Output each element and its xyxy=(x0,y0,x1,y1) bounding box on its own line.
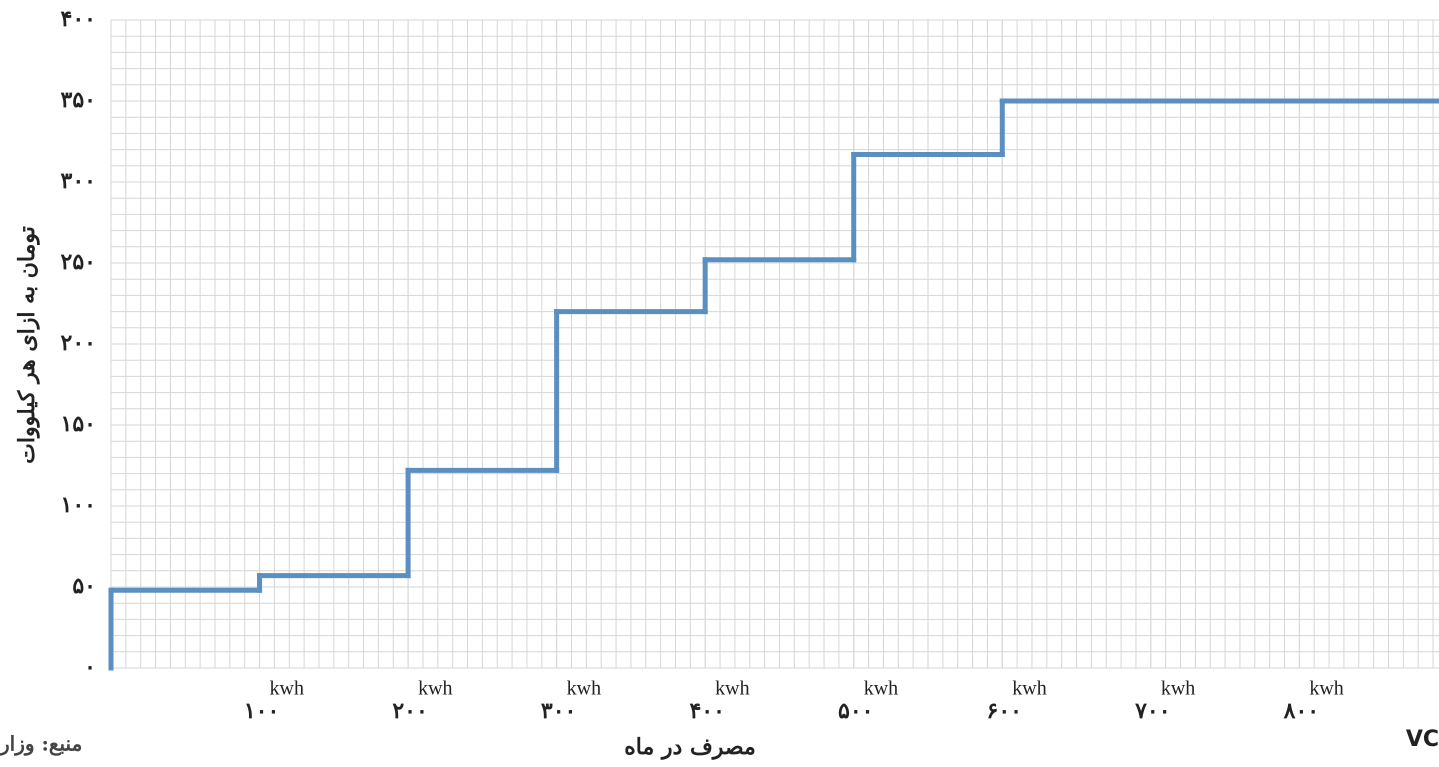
y-tick-label: ۳۰۰ xyxy=(61,168,96,194)
x-tick-unit: kwh xyxy=(715,678,749,700)
x-tick-label: ۷۰۰ xyxy=(1134,698,1170,724)
y-tick-label: ۳۵۰ xyxy=(61,87,96,113)
y-axis-label: تومان به ازای هر کیلووات xyxy=(14,226,40,464)
y-tick-label: ۲۰۰ xyxy=(61,330,96,356)
x-tick-unit: kwh xyxy=(270,678,304,700)
corner-text: VC xyxy=(1406,727,1439,752)
source-note: منبع: وزار xyxy=(0,732,82,757)
x-tick-label: ۶۰۰ xyxy=(987,698,1022,724)
y-tick-label: ۱۵۰ xyxy=(61,411,96,437)
x-tick-label: ۸۰۰ xyxy=(1283,698,1319,724)
y-tick-label: ۱۰۰ xyxy=(61,492,96,518)
y-tick-label: ۲۵۰ xyxy=(61,249,96,275)
y-tick-label: ۴۰۰ xyxy=(61,6,96,32)
y-tick-label: ۵۰ xyxy=(72,573,96,599)
y-tick-label: ۰ xyxy=(84,654,96,680)
x-tick-unit: kwh xyxy=(567,678,601,700)
grid xyxy=(110,19,1439,669)
x-tick-label: ۲۰۰ xyxy=(392,698,427,724)
x-tick-unit: kwh xyxy=(1309,678,1343,700)
x-tick-label: ۴۰۰ xyxy=(689,698,724,724)
x-axis-label: مصرف در ماه xyxy=(624,734,756,760)
x-tick-unit: kwh xyxy=(1012,678,1046,700)
x-tick-unit: kwh xyxy=(1161,678,1195,700)
x-tick-label: ۵۰۰ xyxy=(838,698,873,724)
x-tick-unit: kwh xyxy=(864,678,898,700)
x-tick-label: ۱۰۰ xyxy=(244,698,279,724)
x-tick-unit: kwh xyxy=(418,678,452,700)
x-tick-label: ۳۰۰ xyxy=(541,698,576,724)
